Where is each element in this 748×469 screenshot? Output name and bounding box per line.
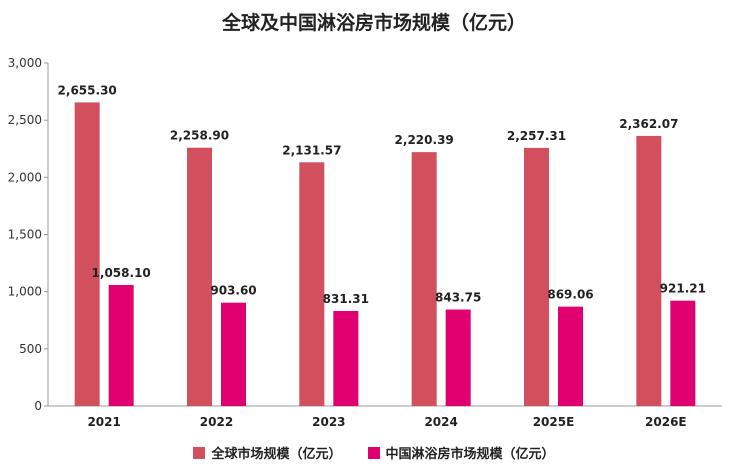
x-tick-label: 2021 xyxy=(87,415,120,429)
bar-china xyxy=(108,285,134,406)
data-label-global: 2,257.31 xyxy=(507,129,566,143)
data-label-china: 843.75 xyxy=(435,291,481,305)
data-label-china: 903.60 xyxy=(210,284,256,298)
legend: 全球市场规模（亿元） 中国淋浴房市场规模（亿元） xyxy=(0,443,748,462)
y-tick-label: 2,500 xyxy=(8,113,42,127)
bar-china xyxy=(558,306,583,406)
data-label-global: 2,131.57 xyxy=(282,143,341,157)
bar-global xyxy=(636,135,662,407)
y-tick-label: 1,000 xyxy=(8,285,42,299)
legend-item-china: 中国淋浴房市场规模（亿元） xyxy=(367,443,555,462)
bar-global xyxy=(411,152,437,406)
y-tick-label: 3,000 xyxy=(8,56,42,70)
bar-global xyxy=(299,162,325,406)
x-tick-label: 2023 xyxy=(312,415,345,429)
bar-china xyxy=(333,310,359,406)
chart-title: 全球及中国淋浴房市场规模（亿元） xyxy=(221,12,526,34)
data-label-global: 2,258.90 xyxy=(170,129,229,143)
bar-global xyxy=(187,147,212,407)
bar-china xyxy=(670,300,696,406)
data-label-china: 1,058.10 xyxy=(92,266,151,280)
legend-label-china: 中国淋浴房市场规模（亿元） xyxy=(385,447,555,462)
data-label-global: 2,220.39 xyxy=(395,133,454,147)
data-label-global: 2,655.30 xyxy=(58,83,117,97)
y-tick-label: 2,000 xyxy=(8,170,42,184)
bar-chart: 0 500 1,000 1,500 2,000 2,500 3,000 2,655.30 1,0… xyxy=(8,56,722,429)
y-tick-label: 0 xyxy=(34,399,42,413)
bar-china xyxy=(221,302,246,406)
legend-swatch-china xyxy=(367,446,380,459)
y-tick-label: 1,500 xyxy=(8,228,42,242)
legend-label-global: 全球市场规模（亿元） xyxy=(211,447,342,462)
x-tick-label: 2024 xyxy=(424,415,457,429)
bar-global xyxy=(524,147,549,406)
bar-global xyxy=(74,102,100,406)
bar-china xyxy=(445,309,471,406)
x-tick-label: 2025E xyxy=(533,415,575,429)
data-label-china: 831.31 xyxy=(323,292,369,306)
legend-item-global: 全球市场规模（亿元） xyxy=(193,443,342,462)
data-label-china: 921.21 xyxy=(660,282,706,296)
y-tick-label: 500 xyxy=(19,342,42,356)
x-tick-label: 2022 xyxy=(200,415,233,429)
data-label-global: 2,362.07 xyxy=(619,117,678,131)
x-tick-label: 2026E xyxy=(645,415,687,429)
legend-swatch-global xyxy=(193,446,206,459)
data-label-china: 869.06 xyxy=(547,288,593,302)
